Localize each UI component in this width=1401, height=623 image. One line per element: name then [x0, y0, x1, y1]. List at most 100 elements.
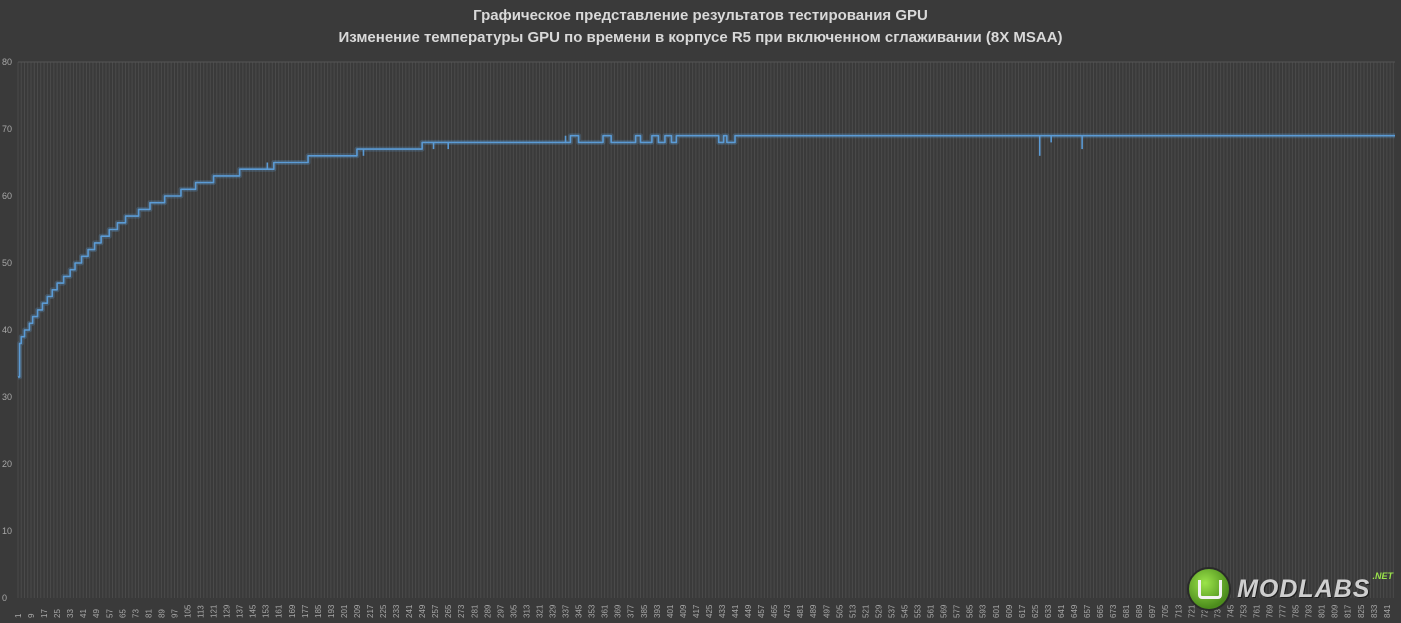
x-tick-label: 281: [470, 604, 479, 618]
x-tick-label: 417: [692, 604, 701, 618]
x-tick-label: 169: [288, 604, 297, 618]
y-tick-label: 0: [2, 593, 7, 603]
x-tick-label: 241: [405, 604, 414, 618]
x-tick-label: 113: [197, 605, 206, 618]
x-tick-label: 313: [522, 604, 531, 618]
x-tick-label: 185: [314, 604, 323, 618]
x-tick-label: 489: [809, 604, 818, 618]
logo-sup: .NET: [1372, 571, 1393, 581]
x-tick-label: 441: [731, 604, 740, 618]
x-tick-label: 401: [666, 604, 675, 618]
x-tick-label: 161: [275, 604, 284, 618]
x-tick-label: 425: [705, 604, 714, 618]
x-tick-label: 257: [431, 604, 440, 618]
x-tick-label: 665: [1096, 604, 1105, 618]
x-tick-label: 521: [861, 604, 870, 618]
chart-title-line-1: Графическое представление результатов те…: [473, 7, 928, 24]
x-tick-label: 689: [1135, 604, 1144, 618]
x-tick-label: 233: [392, 604, 401, 618]
y-tick-label: 20: [2, 459, 12, 469]
x-tick-label: 713: [1174, 604, 1183, 618]
y-tick-label: 80: [2, 57, 12, 67]
x-tick-label: 809: [1331, 604, 1340, 618]
x-tick-label: 385: [640, 604, 649, 618]
x-tick-label: 497: [822, 604, 831, 618]
x-axis-ticks: 1 9 17 25 33 41 49 57 65 73 81 89 97 105 113 121 129 137 1…: [14, 604, 1392, 618]
x-tick-label: 529: [874, 604, 883, 618]
x-tick-label: 73: [131, 609, 140, 618]
y-tick-label: 50: [2, 258, 12, 268]
x-tick-label: 641: [1057, 604, 1066, 618]
x-tick-label: 697: [1148, 604, 1157, 618]
x-tick-label: 609: [1005, 604, 1014, 618]
y-tick-label: 10: [2, 526, 12, 536]
x-tick-label: 657: [1083, 604, 1092, 618]
x-tick-label: 249: [418, 604, 427, 618]
x-tick-label: 753: [1239, 604, 1248, 618]
x-tick-label: 473: [783, 604, 792, 618]
x-tick-label: 393: [653, 604, 662, 618]
x-tick-label: 433: [718, 604, 727, 618]
x-tick-label: 457: [757, 604, 766, 618]
chart-title: Графическое представление результатов те…: [0, 5, 1401, 49]
x-tick-label: 89: [157, 609, 166, 618]
x-tick-label: 577: [953, 604, 962, 618]
y-tick-label: 60: [2, 191, 12, 201]
x-tick-label: 265: [444, 604, 453, 618]
x-tick-label: 409: [679, 604, 688, 618]
x-tick-label: 33: [66, 609, 75, 618]
x-tick-label: 321: [535, 604, 544, 618]
vertical-gridlines: [17, 61, 1395, 598]
x-tick-label: 177: [301, 604, 310, 618]
x-tick-label: 97: [170, 609, 179, 618]
x-tick-label: 465: [770, 604, 779, 618]
x-tick-label: 841: [1383, 604, 1392, 618]
x-tick-label: 337: [562, 604, 571, 618]
x-tick-label: 505: [835, 604, 844, 618]
series-line: [18, 134, 1395, 378]
x-tick-label: 361: [601, 604, 610, 618]
x-tick-label: 449: [744, 604, 753, 618]
x-tick-label: 729: [1200, 604, 1209, 618]
x-tick-label: 601: [992, 604, 1001, 618]
x-tick-label: 633: [1044, 604, 1053, 618]
x-tick-label: 153: [262, 604, 271, 618]
x-tick-label: 345: [575, 604, 584, 618]
x-tick-label: 745: [1226, 604, 1235, 618]
x-tick-label: 65: [118, 609, 127, 618]
x-tick-label: 57: [105, 609, 114, 618]
x-tick-label: 625: [1031, 604, 1040, 618]
x-tick-label: 329: [549, 604, 558, 618]
x-tick-label: 673: [1109, 604, 1118, 618]
x-tick-label: 9: [27, 613, 36, 618]
x-tick-label: 201: [340, 604, 349, 618]
x-tick-label: 649: [1070, 604, 1079, 618]
x-tick-label: 137: [236, 604, 245, 618]
modlabs-logo-icon: [1187, 567, 1232, 611]
x-tick-label: 777: [1279, 604, 1288, 618]
chart-title-line-2: Изменение температуры GPU по времени в к…: [338, 29, 1063, 46]
x-tick-label: 481: [796, 604, 805, 618]
x-tick-label: 145: [249, 604, 258, 618]
x-tick-label: 369: [614, 604, 623, 618]
x-tick-label: 545: [900, 604, 909, 618]
x-tick-label: 553: [914, 604, 923, 618]
x-tick-label: 81: [144, 609, 153, 618]
x-tick-label: 801: [1318, 604, 1327, 618]
x-tick-label: 569: [940, 604, 949, 618]
x-tick-label: 537: [887, 604, 896, 618]
x-tick-label: 105: [183, 604, 192, 618]
x-tick-label: 17: [40, 609, 49, 618]
y-tick-label: 40: [2, 325, 12, 335]
x-tick-label: 817: [1344, 604, 1353, 618]
x-tick-label: 273: [457, 604, 466, 618]
x-tick-label: 681: [1122, 604, 1131, 618]
x-tick-label: 129: [223, 604, 232, 618]
x-tick-label: 561: [927, 604, 936, 618]
x-tick-label: 617: [1018, 604, 1027, 618]
x-tick-label: 761: [1252, 604, 1261, 618]
x-tick-label: 705: [1161, 604, 1170, 618]
x-tick-label: 353: [588, 604, 597, 618]
logo-text: MODLABS: [1237, 574, 1371, 603]
x-tick-label: 41: [79, 609, 88, 618]
